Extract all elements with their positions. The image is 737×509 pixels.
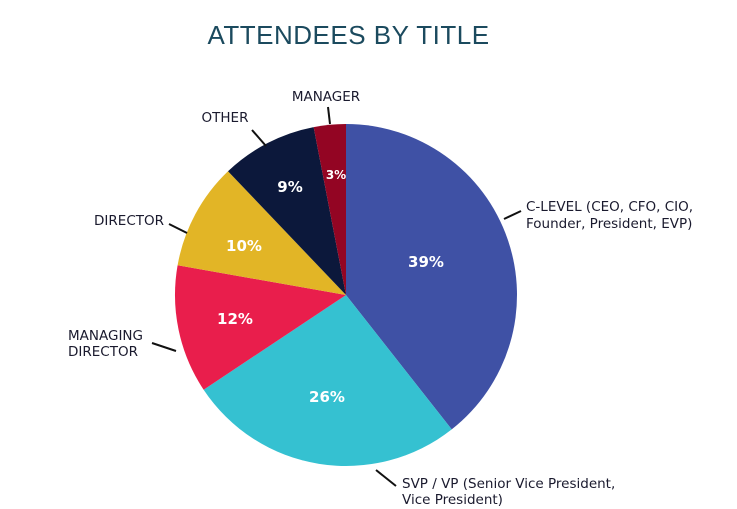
leader-line	[151, 342, 177, 352]
pie-slice	[174, 265, 346, 390]
pie-slice	[313, 124, 346, 295]
slice-value-label: 39%	[408, 253, 444, 271]
slice-category-label: C-LEVEL (CEO, CFO, CIO,	[526, 199, 693, 215]
leader-line	[375, 469, 397, 487]
slice-category-label: DIRECTOR	[68, 344, 138, 360]
leader-line	[327, 106, 331, 125]
slice-value-label: 3%	[326, 168, 346, 182]
pie-slice	[346, 124, 517, 430]
slice-value-label: 10%	[226, 237, 262, 255]
slice-category-label: MANAGER	[292, 89, 360, 105]
slice-category-label: Vice President)	[402, 492, 503, 508]
slice-value-label: 12%	[217, 310, 253, 328]
pie-slice	[227, 127, 346, 295]
leader-line	[168, 223, 188, 234]
leader-line	[251, 129, 267, 147]
slice-category-label: DIRECTOR	[94, 213, 164, 229]
pie-slice	[203, 295, 452, 466]
slice-category-label: MANAGING	[68, 328, 143, 344]
slice-category-label: SVP / VP (Senior Vice President,	[402, 476, 615, 492]
chart-title: ATTENDEES BY TITLE	[207, 20, 490, 50]
slice-category-label: Founder, President, EVP)	[526, 216, 692, 232]
slice-value-label: 26%	[309, 388, 345, 406]
pie-slice	[177, 171, 346, 295]
slice-value-label: 9%	[277, 178, 302, 196]
slice-category-label: OTHER	[202, 110, 249, 126]
leader-line	[503, 210, 522, 220]
